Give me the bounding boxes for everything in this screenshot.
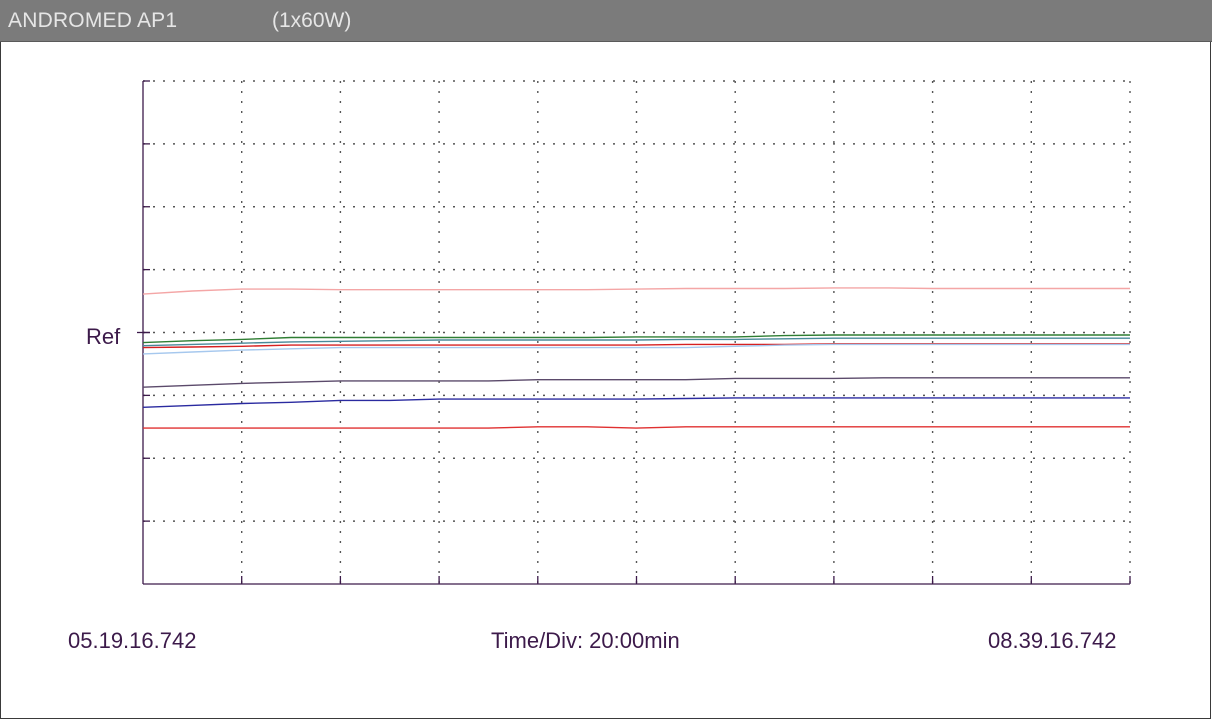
end-time-label: 08.39.16.742: [988, 628, 1117, 653]
chart-series: [142, 287, 1130, 429]
trend-line-5: [142, 343, 1130, 355]
title-bar: ANDROMED AP1 (1x60W): [0, 0, 1212, 42]
device-config: (1x60W): [272, 9, 352, 32]
trend-line-1: [142, 287, 1130, 295]
trend-line-3: [142, 337, 1130, 347]
trend-line-2: [142, 334, 1130, 344]
chart-grid: [143, 80, 1131, 584]
device-name: ANDROMED AP1: [8, 9, 178, 32]
reference-label: Ref: [86, 324, 121, 349]
start-time-label: 05.19.16.742: [68, 628, 197, 653]
chart-axes: [137, 80, 1131, 585]
trend-line-8: [143, 426, 1130, 429]
trend-line-6: [142, 377, 1130, 388]
trend-line-7: [142, 397, 1130, 408]
time-per-division-label: Time/Div: 20:00min: [491, 628, 680, 653]
